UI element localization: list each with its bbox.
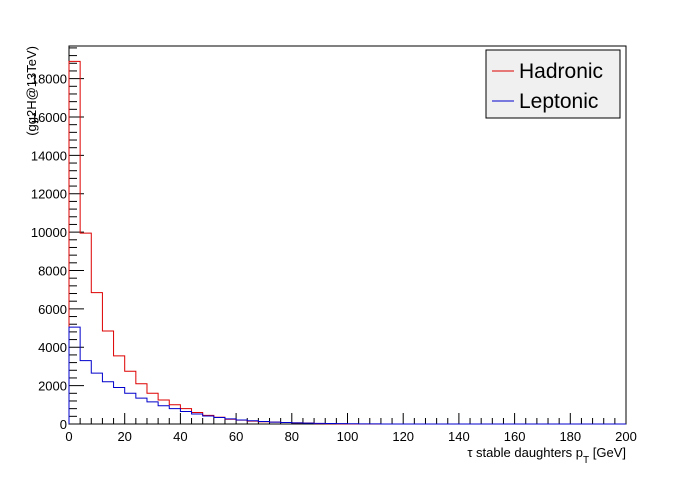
axis-ticks — [68, 47, 627, 425]
legend-label-leptonic: Leptonic — [519, 90, 598, 113]
y-tick-label: 16000 — [31, 110, 67, 125]
x-tick-label: 80 — [285, 429, 299, 444]
y-tick-label: 18000 — [31, 72, 67, 87]
y-tick-label: 4000 — [38, 340, 67, 355]
y-tick-labels: 0 2000 4000 6000 8000 10000 12000 14000 16000 180… — [31, 72, 67, 432]
x-axis-label-unit: [GeV] — [589, 445, 626, 460]
x-axis-label-main: τ stable daughters p — [467, 445, 583, 460]
x-tick-label: 180 — [559, 429, 581, 444]
x-tick-labels: 0 20 40 60 80 100 120 140 160 180 200 — [65, 429, 636, 444]
legend-box — [485, 49, 621, 119]
y-tick-label: 8000 — [38, 263, 67, 278]
x-tick-label: 100 — [337, 429, 359, 444]
y-axis-label: (gg2H@13TeV) — [24, 46, 39, 136]
series-layer — [68, 60, 626, 425]
x-axis-label-subscript: T — [583, 455, 589, 466]
x-tick-label: 20 — [117, 429, 131, 444]
legend-label-hadronic: Hadronic — [519, 60, 603, 83]
y-tick-label: 12000 — [31, 187, 67, 202]
y-tick-label: 10000 — [31, 225, 67, 240]
x-tick-label: 120 — [392, 429, 414, 444]
x-tick-label: 40 — [173, 429, 187, 444]
x-tick-label: 0 — [65, 429, 72, 444]
y-tick-label: 14000 — [31, 148, 67, 163]
y-tick-label: 2000 — [38, 379, 67, 394]
x-tick-label: 160 — [504, 429, 526, 444]
x-tick-label: 200 — [615, 429, 637, 444]
y-tick-label: 6000 — [38, 302, 67, 317]
series-line-leptonic — [68, 326, 626, 425]
legend: Hadronic Leptonic — [485, 49, 621, 119]
x-tick-label: 140 — [448, 429, 470, 444]
x-tick-label: 60 — [229, 429, 243, 444]
y-tick-label: 0 — [60, 417, 67, 432]
x-axis-label: τ stable daughters pT [GeV] — [467, 445, 626, 466]
